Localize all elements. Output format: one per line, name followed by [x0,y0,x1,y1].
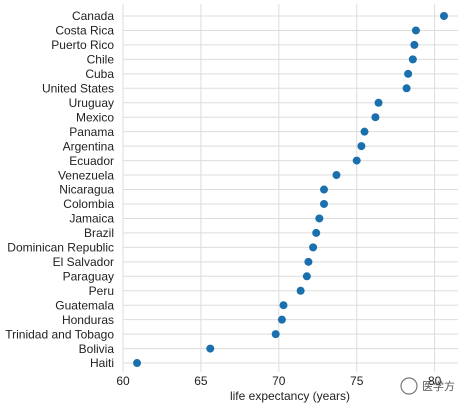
data-point [357,142,366,151]
category-label: Chile [87,53,115,67]
category-label: United States [42,82,114,96]
x-axis-title: life expectancy (years) [230,389,350,403]
data-point [312,228,321,237]
category-label: Cuba [85,67,114,81]
category-label: Paraguay [63,269,114,283]
data-point [360,127,369,136]
data-point [320,185,328,194]
category-label: Costa Rica [55,24,114,38]
data-point [352,156,361,165]
category-label: Puerto Rico [51,38,114,52]
data-point [410,40,419,49]
category-label: Honduras [62,313,114,327]
watermark-text: 医学方 [422,379,455,393]
category-label: Panama [69,125,114,139]
grid [122,4,458,372]
category-label: Brazil [84,226,114,240]
data-point [302,272,311,281]
data-point [296,286,305,295]
category-label: Canada [72,9,114,23]
data-point [332,171,341,180]
category-label: El Salvador [53,255,114,269]
data-points [133,12,448,368]
category-label: Bolivia [79,342,115,356]
x-tick-label: 80 [428,374,442,388]
category-label: Haiti [90,356,114,370]
data-point [277,315,286,324]
category-label: Ecuador [69,154,114,168]
category-label: Guatemala [55,298,114,312]
data-point [315,214,324,223]
data-point [374,98,383,107]
category-label: Venezuela [58,168,114,182]
data-point [206,344,215,353]
category-label: Jamaica [69,212,114,226]
category-label: Uruguay [69,96,114,110]
category-label: Mexico [76,110,114,124]
data-point [271,330,280,339]
watermark: 医学方 [400,377,455,395]
data-point [309,243,318,252]
data-point [402,84,411,93]
x-tick-label: 75 [350,374,364,388]
watermark-logo-icon [400,377,418,395]
data-point [304,257,313,266]
data-point [404,69,413,78]
category-label: Nicaragua [59,183,114,197]
category-label: Argentina [63,139,115,153]
category-label: Dominican Republic [7,241,114,255]
x-tick-label: 70 [272,374,286,388]
x-tick-labels: 60 65 70 75 80 [116,374,441,388]
x-tick-label: 60 [116,374,130,388]
data-point [320,199,328,208]
data-point [279,301,288,310]
data-point [133,359,142,368]
data-point [411,26,420,35]
data-point [439,12,448,20]
data-point [408,55,417,64]
data-point [371,113,380,122]
category-label: Trinidad and Tobago [5,327,114,341]
category-label: Colombia [63,197,114,211]
category-label: Peru [89,284,114,298]
x-tick-label: 65 [194,374,208,388]
